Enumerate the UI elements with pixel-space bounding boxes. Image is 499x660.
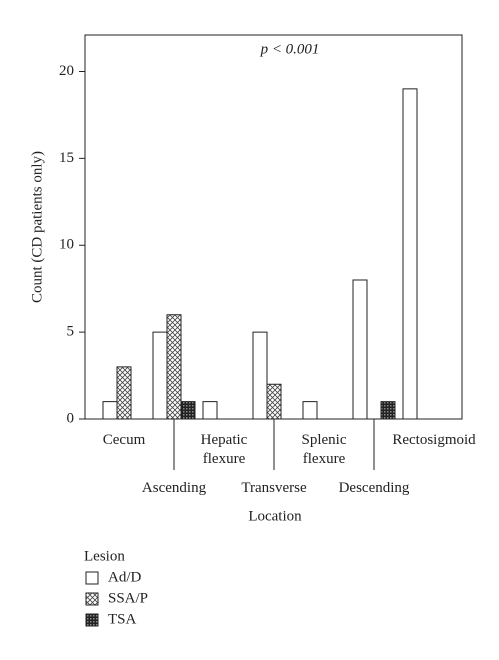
bar (302, 401, 318, 420)
legend-label: Ad/D (108, 569, 142, 585)
y-tick-label: 10 (59, 237, 74, 253)
legend-title: Lesion (84, 548, 125, 564)
bar (102, 401, 118, 420)
bar (180, 401, 196, 420)
x-tick-label: Hepatic flexure (200, 432, 248, 467)
x-tick-label: Descending (338, 480, 410, 496)
legend-swatch (85, 613, 99, 627)
bar (402, 88, 418, 420)
bar (352, 279, 368, 420)
x-axis-label: Location (248, 508, 302, 524)
y-tick-label: 5 (67, 324, 75, 340)
legend-label: TSA (108, 611, 137, 627)
bar (202, 401, 218, 420)
legend-swatch (85, 571, 99, 585)
bar (116, 366, 132, 420)
x-tick-label: Cecum (102, 432, 146, 448)
legend-label: SSA/P (108, 590, 148, 606)
x-tick-label: Transverse (241, 480, 307, 496)
bar (380, 401, 396, 420)
bar (152, 331, 168, 420)
y-tick-label: 0 (67, 410, 75, 426)
x-tick-label: Ascending (141, 480, 207, 496)
x-tick-label: Splenic flexure (301, 432, 347, 467)
y-axis-label: Count (CD patients only) (29, 151, 45, 303)
bar (166, 314, 182, 420)
y-tick-label: 15 (59, 150, 74, 166)
bar (252, 331, 268, 420)
annotation: p < 0.001 (260, 41, 320, 57)
legend-swatch (85, 592, 99, 606)
y-tick-label: 20 (59, 63, 74, 79)
bar (266, 383, 282, 420)
x-tick-label: Rectosigmoid (392, 432, 476, 448)
